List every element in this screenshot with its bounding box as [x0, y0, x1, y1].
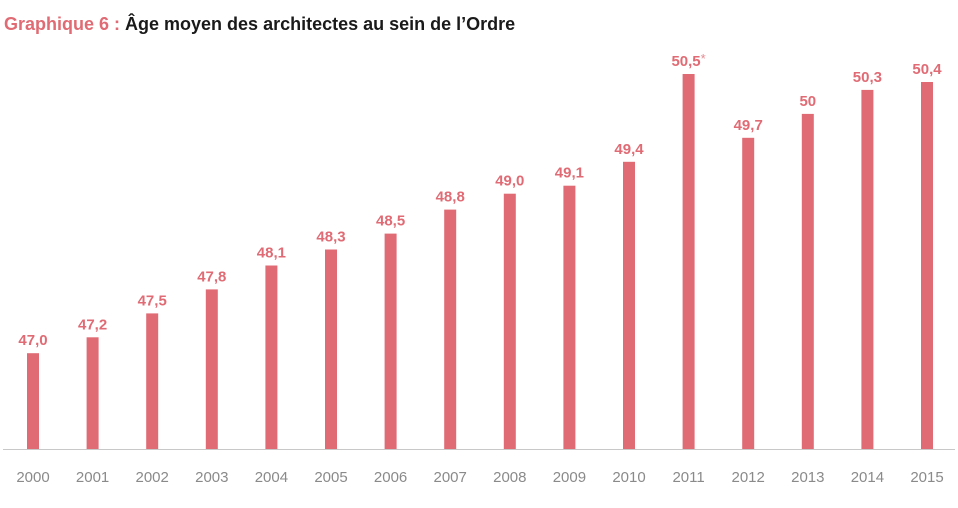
value-label-2012: 49,7: [734, 117, 763, 134]
value-label-2004: 48,1: [257, 245, 286, 262]
chart-title-main: Âge moyen des architectes au sein de l’O…: [125, 14, 516, 34]
x-tick-2001: 2001: [76, 469, 109, 486]
x-tick-labels-group: 2000 2001 2002 2003 2004 2005 2006 2007 2008 2009…: [16, 469, 943, 486]
value-label-2011: 50,5*: [671, 51, 705, 70]
x-tick-2010: 2010: [612, 469, 645, 486]
x-tick-2003: 2003: [195, 469, 228, 486]
value-labels-group: 47,0 47,2 47,5 47,8 48,1 48,3 48,5 48,8 49,0 49,1…: [18, 51, 942, 349]
x-tick-2013: 2013: [791, 469, 824, 486]
value-label-2002: 47,5: [138, 292, 167, 309]
value-label-2013: 50: [799, 93, 816, 110]
bars-group: [27, 74, 933, 450]
value-label-2001: 47,2: [78, 316, 107, 333]
value-label-2008: 49,0: [495, 173, 524, 190]
x-tick-2015: 2015: [910, 469, 943, 486]
value-label-2000: 47,0: [18, 332, 47, 349]
x-tick-2011: 2011: [672, 469, 704, 486]
bar-2010: [623, 161, 635, 450]
value-label-2006: 48,5: [376, 213, 405, 230]
x-tick-2000: 2000: [16, 469, 49, 486]
value-label-2003: 47,8: [197, 268, 226, 285]
value-label-2009: 49,1: [555, 165, 584, 182]
chart-title: Graphique 6 : Âge moyen des architectes …: [4, 14, 515, 35]
value-label-2015: 50,4: [912, 61, 942, 78]
bar-2011: [682, 74, 695, 449]
x-tick-2014: 2014: [851, 469, 884, 486]
bar-2013: [801, 113, 814, 450]
x-tick-2002: 2002: [136, 469, 169, 486]
bar-2001: [86, 337, 99, 449]
x-tick-2006: 2006: [374, 469, 407, 486]
value-label-2007: 48,8: [436, 189, 465, 206]
chart-title-prefix: Graphique 6 :: [4, 14, 121, 34]
x-tick-2012: 2012: [732, 469, 765, 486]
bar-2005: [325, 249, 337, 449]
bar-2007: [444, 209, 457, 449]
bar-2006: [384, 233, 397, 449]
bar-2008: [503, 193, 516, 449]
value-label-2010: 49,4: [614, 141, 644, 158]
annotation-asterisk: *: [701, 51, 706, 66]
value-label-2014: 50,3: [853, 69, 882, 86]
bar-2000: [27, 353, 39, 449]
x-tick-2004: 2004: [255, 469, 288, 486]
bar-2012: [742, 137, 755, 450]
bar-2009: [563, 185, 576, 449]
bar-2004: [265, 265, 278, 449]
x-tick-2009: 2009: [553, 469, 586, 486]
x-tick-2005: 2005: [314, 469, 347, 486]
bar-2015: [921, 82, 933, 449]
value-label-2005: 48,3: [316, 229, 345, 246]
x-tick-2007: 2007: [434, 469, 467, 486]
bar-2014: [861, 89, 874, 450]
bar-2003: [205, 289, 218, 449]
bar-2002: [146, 313, 159, 449]
x-tick-2008: 2008: [493, 469, 526, 486]
